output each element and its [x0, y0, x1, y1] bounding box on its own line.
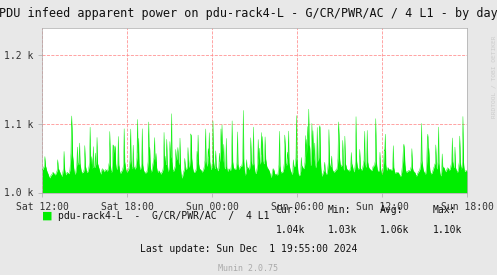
Text: ■: ■	[42, 211, 53, 221]
Text: Last update: Sun Dec  1 19:55:00 2024: Last update: Sun Dec 1 19:55:00 2024	[140, 244, 357, 254]
Text: Munin 2.0.75: Munin 2.0.75	[219, 264, 278, 273]
Text: Cur:: Cur:	[276, 205, 299, 215]
Text: RRDTOOL / TOBI OETIKER: RRDTOOL / TOBI OETIKER	[491, 36, 496, 118]
Text: Avg:: Avg:	[380, 205, 404, 215]
Text: 1.03k: 1.03k	[328, 225, 357, 235]
Text: Max:: Max:	[432, 205, 456, 215]
Text: pdu-rack4-L  -  G/CR/PWR/AC  /  4 L1: pdu-rack4-L - G/CR/PWR/AC / 4 L1	[58, 211, 270, 221]
Text: 1.04k: 1.04k	[276, 225, 305, 235]
Y-axis label: VA: VA	[0, 104, 1, 116]
Text: PDU infeed apparent power on pdu-rack4-L - G/CR/PWR/AC / 4 L1 - by day: PDU infeed apparent power on pdu-rack4-L…	[0, 7, 497, 20]
Text: 1.10k: 1.10k	[432, 225, 462, 235]
Text: Min:: Min:	[328, 205, 351, 215]
Text: 1.06k: 1.06k	[380, 225, 410, 235]
